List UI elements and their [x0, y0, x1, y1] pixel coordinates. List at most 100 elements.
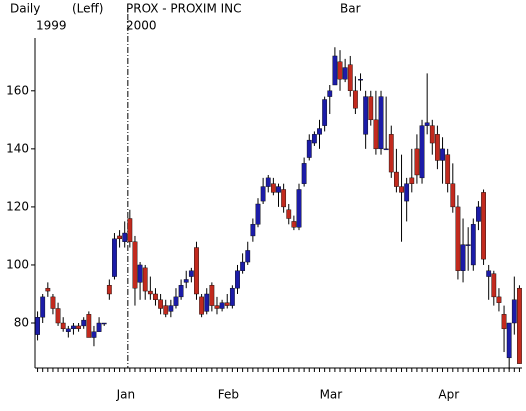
candle-body — [517, 287, 522, 364]
candle-body — [265, 177, 271, 187]
candle-body — [373, 119, 379, 150]
candle-body — [127, 218, 133, 242]
candle-body — [101, 322, 107, 325]
candle-body — [153, 293, 158, 300]
y-tick-label: 80 — [14, 316, 29, 330]
candle-body — [81, 319, 87, 327]
candle-body — [204, 293, 210, 312]
candle-body — [71, 325, 76, 330]
period-label: Daily — [10, 2, 40, 16]
candle-body — [132, 241, 138, 289]
candle-body — [311, 134, 317, 144]
candle-body — [219, 302, 225, 309]
candle-body — [229, 287, 235, 306]
candle-body — [276, 186, 281, 193]
candle-body — [91, 331, 97, 338]
candle-body — [178, 285, 184, 298]
candle-body — [429, 125, 435, 144]
candle-body — [388, 134, 394, 173]
candle-body — [363, 96, 369, 135]
candle-body — [50, 296, 56, 309]
candle-body — [322, 99, 328, 126]
candle-body — [286, 209, 292, 219]
candle-body — [409, 177, 415, 184]
candle-body — [122, 232, 128, 242]
year-label: 2000 — [126, 19, 157, 33]
candle-body — [450, 183, 456, 208]
candle-body — [414, 148, 420, 176]
candle-body — [342, 67, 348, 80]
candle-body — [281, 189, 287, 208]
candle-body — [358, 78, 363, 81]
candle-body — [327, 90, 333, 97]
candle-body — [158, 299, 163, 309]
candle-body — [501, 314, 507, 330]
x-tick-label: Mar — [320, 388, 343, 402]
candle-body — [40, 296, 46, 318]
candle-body — [296, 189, 302, 228]
candle-body — [424, 122, 430, 126]
candle-body — [460, 244, 466, 271]
candle-body — [214, 305, 220, 309]
candle-body — [60, 322, 66, 330]
candle-body — [301, 163, 307, 184]
y-tick-label: 140 — [6, 141, 29, 155]
y-tick-label: 160 — [6, 83, 29, 97]
y-tick-label: 100 — [6, 257, 29, 271]
chart-title: PROX - PROXIM INC — [126, 2, 242, 16]
candle-body — [317, 128, 322, 135]
candle-body — [455, 206, 461, 271]
candle-body — [168, 305, 174, 312]
candle-body — [137, 264, 143, 283]
candle-body — [465, 244, 471, 246]
candle-body — [86, 314, 92, 338]
candle-body — [394, 171, 399, 187]
candle-body — [240, 261, 246, 271]
candle-body — [445, 154, 451, 184]
x-tick-label: Feb — [218, 388, 239, 402]
candle-body — [352, 90, 358, 109]
candle-body — [183, 279, 189, 283]
candle-body — [245, 250, 251, 263]
candle-body — [142, 267, 148, 292]
candle-body — [291, 221, 297, 228]
year-label: 1999 — [36, 19, 67, 33]
candle-body — [476, 206, 481, 222]
candle-body — [470, 224, 476, 266]
candle-body — [224, 302, 230, 306]
candle-body — [209, 285, 215, 306]
candle-body — [65, 328, 71, 332]
candle-body — [173, 296, 179, 306]
candle-body — [368, 96, 374, 121]
candle-body — [255, 203, 261, 225]
candle-body — [404, 183, 410, 202]
candle-body — [481, 192, 486, 260]
candle-body — [378, 96, 384, 150]
candle-body — [106, 285, 112, 295]
candle-body — [112, 238, 117, 277]
candle-body — [76, 325, 81, 330]
candle-body — [435, 134, 440, 161]
candle-body — [163, 305, 169, 315]
candle-body — [347, 64, 353, 91]
candle-body — [337, 61, 343, 80]
candle-body — [194, 247, 199, 295]
candle-body — [486, 270, 492, 277]
candle-body — [399, 186, 404, 193]
y-tick-label: 120 — [6, 199, 29, 213]
candle-body — [235, 270, 240, 289]
candle-body — [250, 224, 256, 237]
x-tick-label: Jan — [116, 388, 136, 402]
candle-body — [199, 296, 205, 315]
scale-note: (Leff) — [72, 2, 104, 16]
candle-body — [506, 322, 512, 359]
style-label: Bar — [340, 2, 361, 16]
candle-body — [35, 317, 40, 335]
candle-body — [511, 299, 517, 324]
candle-body — [419, 125, 425, 179]
candle-body — [55, 308, 61, 324]
candle-body — [117, 235, 122, 240]
candle-body — [188, 270, 194, 277]
candle-body — [332, 55, 338, 86]
candle-body — [491, 273, 497, 298]
